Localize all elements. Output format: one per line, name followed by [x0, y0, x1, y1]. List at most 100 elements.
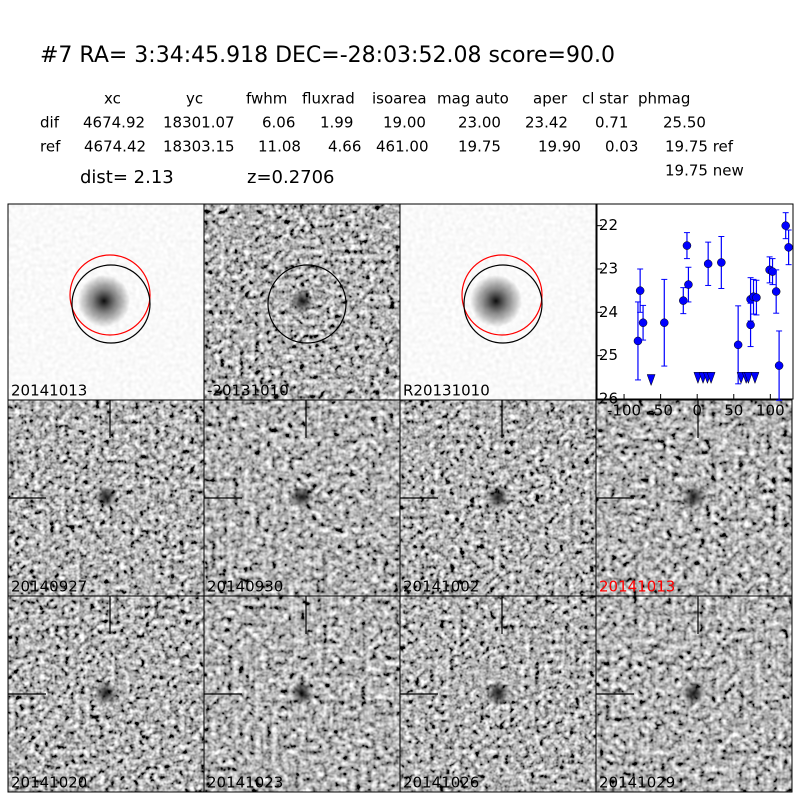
column-header: xc [104, 90, 121, 108]
table-cell: 1.99 [320, 114, 353, 132]
plot-background [596, 203, 794, 400]
stamp: 20141013 [7, 203, 205, 401]
table-cell: 11.08 [258, 138, 301, 156]
column-header: cl star [582, 90, 629, 108]
aperture-black [463, 264, 543, 344]
table-cell: 19.75 [458, 138, 501, 156]
x-tick-label: 100 [756, 402, 785, 420]
table-cell: 23.42 [525, 114, 568, 132]
aperture-black [71, 264, 151, 344]
stamp-label: R20131010 [403, 382, 490, 400]
point [635, 286, 645, 295]
table-cell: 23.00 [458, 114, 501, 132]
table-cell: 461.00 [376, 138, 429, 156]
table-extra: 19.75 new [665, 162, 744, 180]
point [781, 221, 790, 230]
source-blob [290, 681, 314, 705]
y-tick-label: 23 [599, 260, 618, 278]
stamp: 20141013 [595, 399, 793, 597]
stamp-label: 20141023 [207, 774, 283, 792]
stamp-label: 20140930 [207, 578, 283, 596]
stamp: 20141029 [595, 595, 793, 793]
redshift: z=0.2706 [247, 167, 335, 188]
column-header: fluxrad [302, 90, 355, 108]
y-tick-label: 22 [599, 216, 618, 234]
table-cell: ref [40, 138, 61, 156]
point [784, 243, 793, 252]
point [774, 361, 784, 370]
title: #7 RA= 3:34:45.918 DEC=-28:03:52.08 scor… [40, 43, 615, 68]
x-tick-label: 0 [692, 402, 702, 420]
table-cell: 19.90 [538, 138, 581, 156]
stamp-label: 20141013 [11, 382, 87, 400]
table-cell: dif [40, 114, 60, 132]
stamp: R20131010 [399, 203, 597, 401]
source-blob [486, 681, 510, 705]
column-header: isoarea [372, 90, 427, 108]
aperture-black [267, 264, 347, 344]
point [633, 336, 643, 346]
table-cell: 25.50 [663, 114, 706, 132]
dist: dist= 2.13 [80, 167, 174, 188]
stamp-label: -20131010 [207, 382, 289, 400]
point [717, 258, 726, 267]
stamp-label: 20141020 [11, 774, 87, 792]
stamp: 20140930 [203, 399, 401, 597]
table-cell: 18301.07 [163, 114, 235, 132]
stamp-label: 20141002 [403, 578, 479, 596]
table-cell: 4.66 [328, 138, 361, 156]
y-tick-label: 26 [599, 390, 618, 408]
table-cell: 19.75 ref [665, 138, 734, 156]
stamp-label: 20141029 [599, 774, 675, 792]
y-tick-label: 24 [599, 303, 618, 321]
table-cell: 19.00 [383, 114, 426, 132]
source-blob [290, 289, 314, 313]
stamp-label: 20141013 [599, 578, 675, 596]
table-cell: 0.03 [605, 138, 638, 156]
point [752, 293, 761, 302]
upper-limit [646, 374, 656, 387]
aperture-red [461, 254, 543, 336]
source-blob [94, 681, 118, 705]
stamp: -20131010 [203, 203, 401, 401]
point [682, 241, 692, 250]
point [703, 259, 713, 269]
x-tick-label: 50 [724, 402, 743, 420]
point [684, 280, 693, 289]
y-tick-label: 25 [599, 346, 618, 364]
stamp-label: 20140927 [11, 578, 87, 596]
source-blob [682, 485, 706, 509]
source-blob [682, 681, 706, 705]
stamp-label: 20141026 [403, 774, 479, 792]
upper-limit [744, 372, 753, 385]
source-blob [78, 275, 130, 327]
point [638, 318, 648, 327]
stamp: 20141023 [203, 595, 401, 793]
table-cell: 18303.15 [163, 138, 235, 156]
point [679, 296, 688, 305]
stamp: 20141020 [7, 595, 205, 793]
table-cell: 4674.92 [83, 114, 145, 132]
point [660, 318, 669, 327]
aperture-red [69, 254, 151, 336]
stamp: 20141002 [399, 399, 597, 597]
x-tick-label: -50 [648, 402, 673, 420]
column-header: phmag [638, 90, 690, 108]
source-blob [94, 485, 118, 509]
point [771, 287, 781, 296]
stamp-frame [595, 595, 793, 793]
column-header: mag auto [437, 90, 509, 108]
column-header: yc [186, 90, 203, 108]
stamp: 20140927 [7, 399, 205, 597]
table-cell: 6.06 [262, 114, 295, 132]
upper-limit [706, 372, 716, 385]
x-tick-label: -100 [607, 402, 641, 420]
upper-limit [750, 372, 760, 385]
point [768, 267, 777, 276]
source-blob [486, 485, 510, 509]
column-header: fwhm [246, 90, 287, 108]
table-cell: 0.71 [595, 114, 628, 132]
point [746, 320, 755, 330]
column-header: aper [533, 90, 568, 108]
